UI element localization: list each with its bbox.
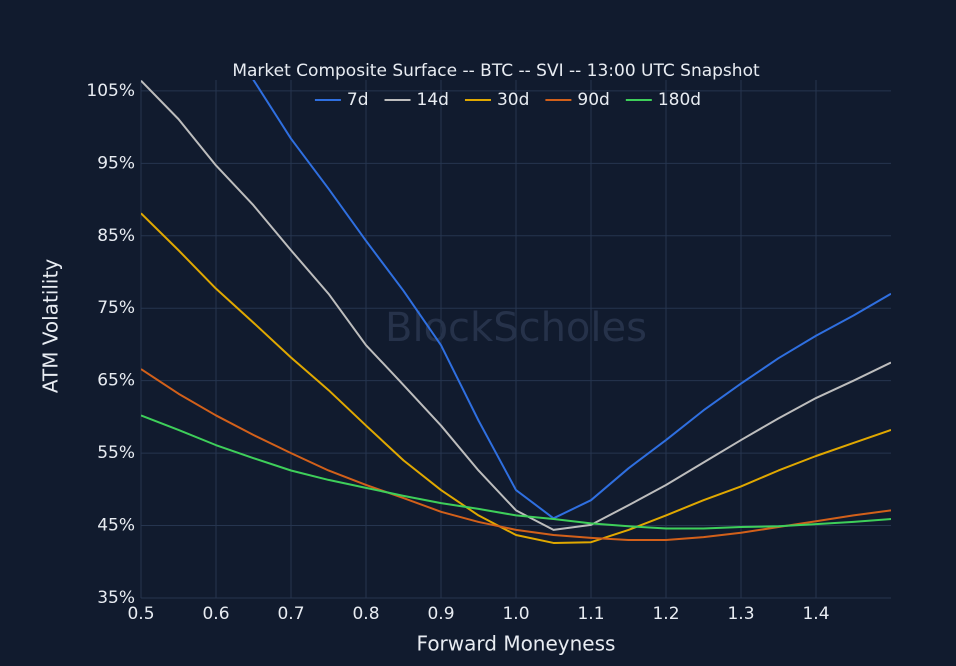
- y-tick-label: 95%: [97, 153, 135, 173]
- legend-label: 7d: [347, 90, 369, 110]
- x-tick-label: 0.7: [277, 604, 304, 624]
- x-tick-label: 1.2: [652, 604, 679, 624]
- y-tick-label: 55%: [97, 443, 135, 463]
- y-tick-label: 45%: [97, 516, 135, 536]
- series-line: [141, 80, 891, 531]
- x-tick-label: 0.5: [127, 604, 154, 624]
- x-tick-label: 1.1: [577, 604, 604, 624]
- x-tick-label: 1.3: [727, 604, 754, 624]
- x-tick-label: 0.8: [352, 604, 379, 624]
- legend-label: 30d: [497, 90, 529, 110]
- legend-label: 90d: [577, 90, 609, 110]
- y-tick-label: 105%: [86, 81, 135, 101]
- y-tick-label: 85%: [97, 226, 135, 246]
- x-tick-label: 1.0: [502, 604, 529, 624]
- x-tick-label: 0.9: [427, 604, 454, 624]
- x-tick-label: 1.4: [802, 604, 829, 624]
- y-axis-title: ATM Volatility: [39, 259, 63, 393]
- y-tick-label: 65%: [97, 371, 135, 391]
- chart-title: Market Composite Surface -- BTC -- SVI -…: [232, 61, 760, 81]
- series-line: [141, 212, 891, 544]
- legend-label: 14d: [417, 90, 449, 110]
- series-line: [141, 368, 891, 542]
- x-axis-title: Forward Moneyness: [417, 632, 616, 656]
- x-tick-label: 0.6: [202, 604, 229, 624]
- y-tick-label: 35%: [97, 588, 135, 608]
- legend-label: 180d: [658, 90, 701, 110]
- y-tick-label: 75%: [97, 298, 135, 318]
- series-line: [141, 414, 891, 530]
